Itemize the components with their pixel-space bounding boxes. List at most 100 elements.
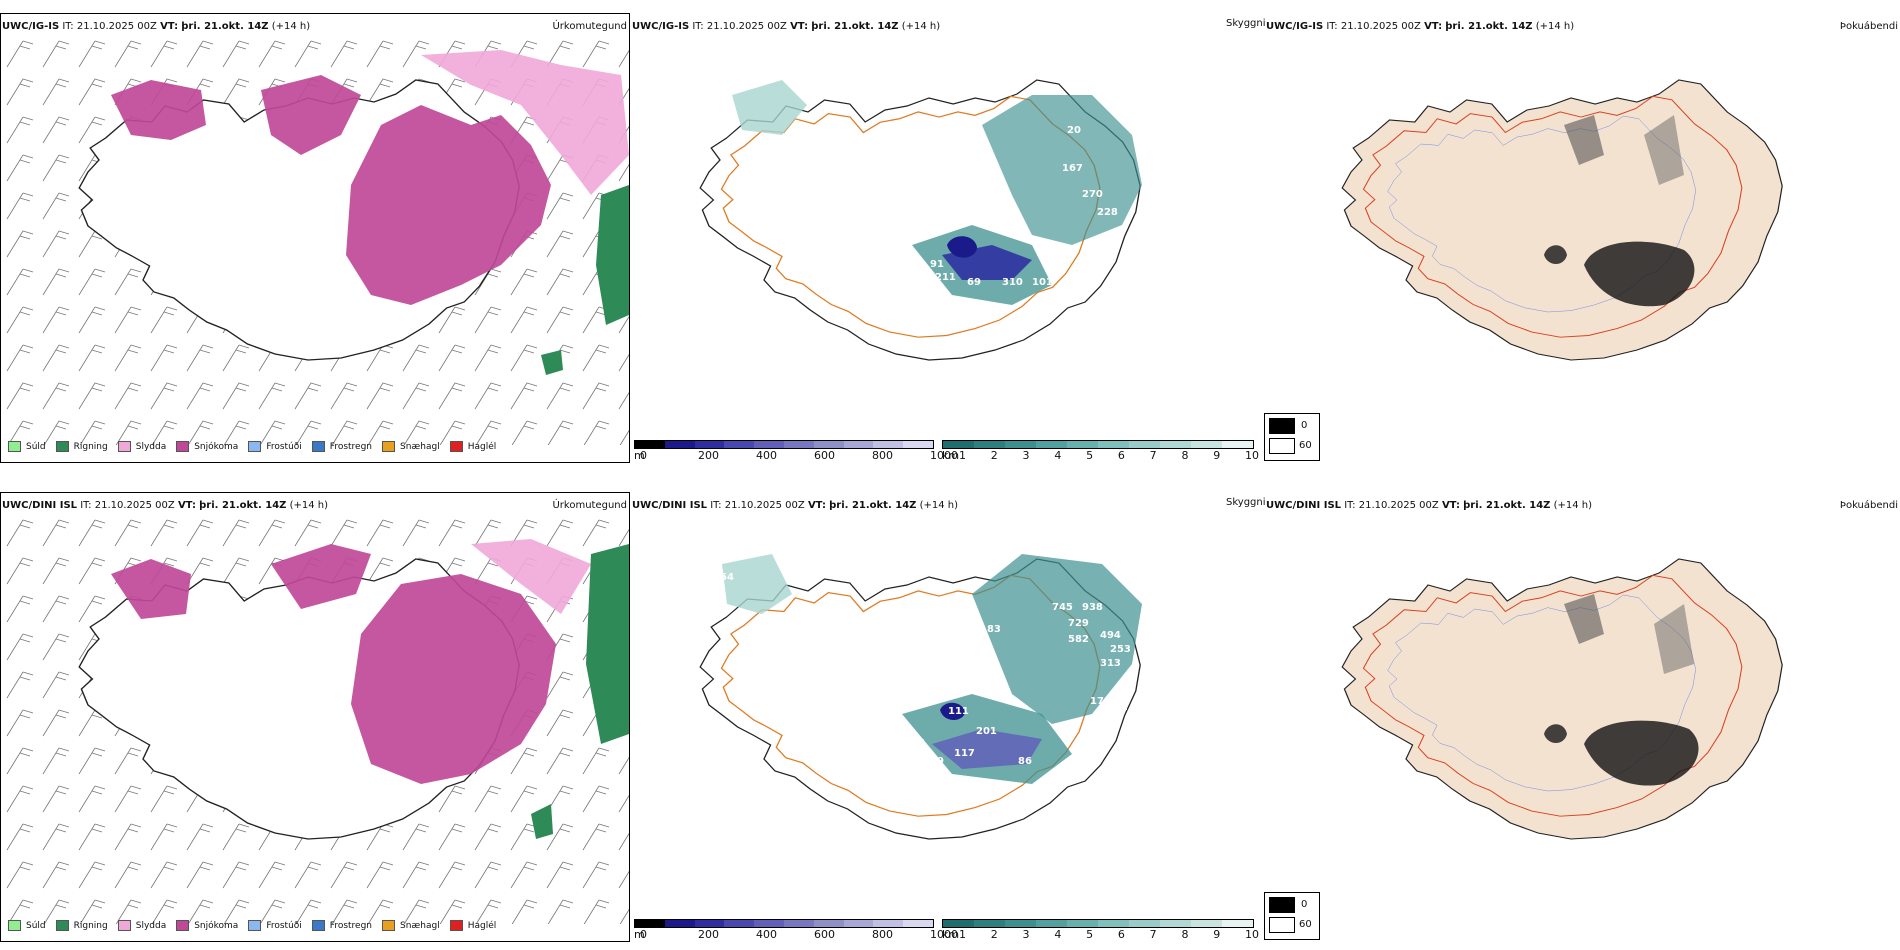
legend-item: Súld bbox=[8, 441, 46, 452]
low-visibility-area bbox=[972, 554, 1142, 724]
colorbar-tick-label: 2 bbox=[990, 928, 998, 941]
fog-swatch-light bbox=[1269, 917, 1295, 933]
snow-area bbox=[346, 105, 551, 305]
colorbar-step bbox=[754, 920, 784, 927]
ceiling-value-label: 167 bbox=[1062, 163, 1083, 174]
colorbar-step bbox=[903, 441, 933, 448]
lead-time: (+14 h) bbox=[1535, 21, 1575, 32]
fog-legend-bottom: 60 bbox=[1299, 919, 1312, 930]
legend-item: Haglél bbox=[449, 920, 496, 931]
model-name: UWC/IG-IS bbox=[1266, 21, 1324, 32]
low-visibility-area bbox=[982, 95, 1142, 245]
legend-label: Súld bbox=[26, 441, 46, 452]
colorbar-step bbox=[1067, 441, 1098, 448]
colorbar-tick-label: 0 bbox=[640, 449, 647, 462]
legend-item: Snæhagl bbox=[382, 441, 440, 452]
legend-item: Snæhagl bbox=[382, 920, 440, 931]
colorbar-step bbox=[1005, 920, 1036, 927]
ceiling-value-label: 29 bbox=[930, 756, 944, 767]
valid-prefix: VT: bbox=[1441, 500, 1460, 511]
legend-label: Slydda bbox=[135, 441, 167, 452]
legend-label: Frostúði bbox=[266, 441, 302, 452]
colorbar-tick-label: 10 bbox=[1245, 449, 1259, 462]
colorbar-tick-label: 1000 bbox=[930, 449, 958, 462]
legend-swatch bbox=[8, 441, 21, 452]
ceiling-value-label: 253 bbox=[1110, 644, 1131, 655]
ceiling-value-label: 582 bbox=[1068, 634, 1089, 645]
colorbar-tick-label: 1 bbox=[959, 449, 966, 462]
precip-map bbox=[1, 514, 629, 924]
init-time: IT: 21.10.2025 00Z bbox=[692, 21, 787, 32]
fog-legend: 0 60 bbox=[1264, 892, 1320, 940]
ceiling-value-label: 86 bbox=[1018, 756, 1032, 767]
ceiling-value-label: 211 bbox=[935, 272, 956, 283]
fog-area bbox=[1644, 115, 1684, 185]
panel-precip-type-row2: UWC/DINI ISL IT: 21.10.2025 00Z VT: þri.… bbox=[0, 492, 630, 942]
legend-label: Frostregn bbox=[329, 920, 373, 931]
legend-swatch bbox=[449, 441, 463, 452]
legend-item: Snjókoma bbox=[176, 441, 238, 452]
legend-swatch bbox=[176, 441, 190, 452]
colorbar-tick-label: 4 bbox=[1054, 928, 1062, 941]
snow-area bbox=[271, 544, 371, 609]
valid-prefix: VT: bbox=[160, 21, 179, 32]
valid-prefix: VT: bbox=[1424, 21, 1443, 32]
colorbar-step bbox=[724, 441, 755, 448]
rain-area bbox=[531, 804, 553, 839]
visibility-colorbar bbox=[942, 440, 1254, 449]
colorbar-tick-label: 6 bbox=[1117, 928, 1125, 941]
legend-label: Súld bbox=[26, 920, 46, 931]
legend-item: Frostregn bbox=[311, 920, 373, 931]
colorbar-step bbox=[635, 441, 665, 448]
precip-legend: Súld Rigning Slydda Snjókoma Frostúði Fr… bbox=[8, 441, 506, 452]
fog-map bbox=[1341, 558, 1783, 840]
model-name: UWC/DINI ISL bbox=[632, 500, 708, 511]
legend-label: Snæhagl bbox=[400, 920, 440, 931]
legend-label: Rigning bbox=[73, 920, 108, 931]
colorbar-step bbox=[974, 441, 1005, 448]
valid-time: þri. 21.okt. 14Z bbox=[181, 21, 269, 32]
valid-time: þri. 21.okt. 14Z bbox=[829, 500, 917, 511]
colorbar-tick-label: 6 bbox=[1117, 449, 1125, 462]
fog-legend-top: 0 bbox=[1301, 899, 1308, 910]
colorbar-step bbox=[1067, 920, 1098, 927]
legend-label: Snæhagl bbox=[400, 441, 440, 452]
ceiling-unit: m bbox=[634, 449, 645, 462]
fog-map bbox=[1341, 79, 1783, 361]
legend-swatch bbox=[449, 920, 463, 931]
ceiling-value-label: 117 bbox=[954, 748, 975, 759]
ceiling-value-label: 146 bbox=[904, 738, 925, 749]
legend-label: Haglél bbox=[467, 441, 497, 452]
colorbar-tick-label: 1 bbox=[959, 928, 966, 941]
snow-area bbox=[111, 80, 206, 140]
low-visibility-area bbox=[722, 554, 792, 614]
land-area bbox=[1341, 558, 1783, 840]
snow-area bbox=[261, 75, 361, 155]
field-name: Úrkomutegund bbox=[552, 21, 627, 32]
model-name: UWC/IG-IS bbox=[632, 21, 690, 32]
colorbar-tick-label: 7 bbox=[1149, 449, 1157, 462]
colorbar-tick-label: 9 bbox=[1213, 928, 1221, 941]
colorbar-tick-label: 200 bbox=[698, 449, 719, 462]
colorbar-tick-label: 8 bbox=[1181, 449, 1189, 462]
legend-label: Frostregn bbox=[329, 441, 373, 452]
colorbar-step bbox=[1191, 920, 1222, 927]
legend-item: Frostúði bbox=[248, 920, 302, 931]
legend-label: Frostúði bbox=[266, 920, 302, 931]
colorbar-step bbox=[1005, 441, 1036, 448]
ceiling-value-label: 101 bbox=[1032, 277, 1053, 288]
colorbar-step bbox=[1098, 920, 1129, 927]
ceiling-value-label: 91 bbox=[930, 259, 944, 270]
low-ceiling-area bbox=[947, 236, 977, 258]
ceiling-value-label: 69 bbox=[967, 277, 981, 288]
low-ceiling-area bbox=[932, 729, 1042, 769]
rain-area bbox=[541, 350, 563, 375]
panel-header: UWC/IG-IS IT: 21.10.2025 00Z VT: þri. 21… bbox=[632, 21, 940, 32]
panel-header: UWC/DINI ISL IT: 21.10.2025 00Z VT: þri.… bbox=[1266, 500, 1592, 511]
ceiling-value-label: 207 bbox=[930, 175, 951, 186]
precip-legend: Súld Rigning Slydda Snjókoma Frostúði Fr… bbox=[8, 920, 506, 931]
ceiling-value-label: 81 bbox=[969, 302, 983, 313]
colorbar-tick-label: 600 bbox=[814, 928, 835, 941]
